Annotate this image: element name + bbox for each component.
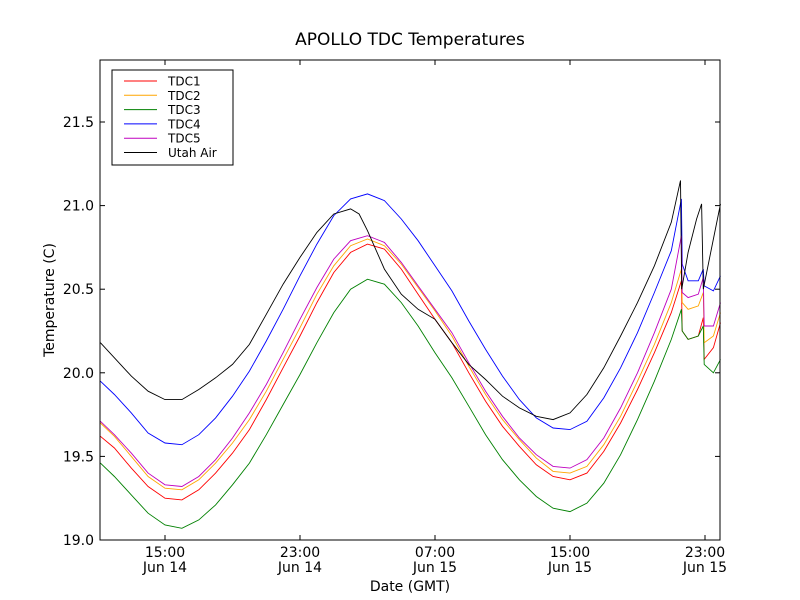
legend-label-utah-air: Utah Air	[168, 146, 217, 160]
y-tick-label: 20.5	[63, 282, 94, 298]
x-tick-label-date: Jun 15	[682, 560, 727, 576]
y-tick-label: 21.0	[63, 199, 94, 215]
plot-frame	[99, 59, 721, 541]
series-line-tdc1	[100, 243, 721, 501]
x-tick-label-time: 23:00	[685, 545, 725, 561]
x-tick-label-date: Jun 14	[277, 560, 322, 576]
legend-label-tdc5: TDC5	[167, 132, 201, 146]
legend-label-tdc3: TDC3	[167, 103, 201, 117]
x-tick-label-date: Jun 14	[142, 560, 187, 576]
legend-label-tdc1: TDC1	[167, 75, 201, 89]
x-tick-label-date: Jun 15	[547, 560, 592, 576]
plot-lines	[100, 180, 721, 529]
y-axis-title: Temperature (C)	[42, 243, 58, 358]
y-axis: 19.0 19.5 20.0 20.5 21.0 21.5	[63, 115, 720, 549]
x-tick-label-date: Jun 15	[412, 560, 457, 576]
legend-label-tdc2: TDC2	[167, 89, 201, 103]
y-tick-label: 20.0	[63, 366, 94, 382]
x-tick-label-time: 23:00	[280, 545, 320, 561]
y-tick-label: 19.5	[63, 449, 94, 465]
series-line-tdc3	[100, 278, 721, 529]
legend-frame	[111, 69, 234, 166]
x-axis-title: Date (GMT)	[370, 579, 450, 595]
series-line-tdc5	[100, 235, 721, 487]
x-tick-label-time: 15:00	[550, 545, 590, 561]
series-line-tdc4	[100, 193, 721, 446]
legend-label-tdc4: TDC4	[167, 117, 201, 131]
x-tick-label-time: 15:00	[145, 545, 185, 561]
chart-title: APOLLO TDC Temperatures	[295, 30, 525, 50]
x-tick-label-time: 07:00	[415, 545, 455, 561]
y-tick-label: 19.0	[63, 533, 94, 549]
series-line-utah-air	[100, 180, 721, 421]
y-tick-label: 21.5	[63, 115, 94, 131]
series-line-tdc2	[100, 238, 721, 491]
